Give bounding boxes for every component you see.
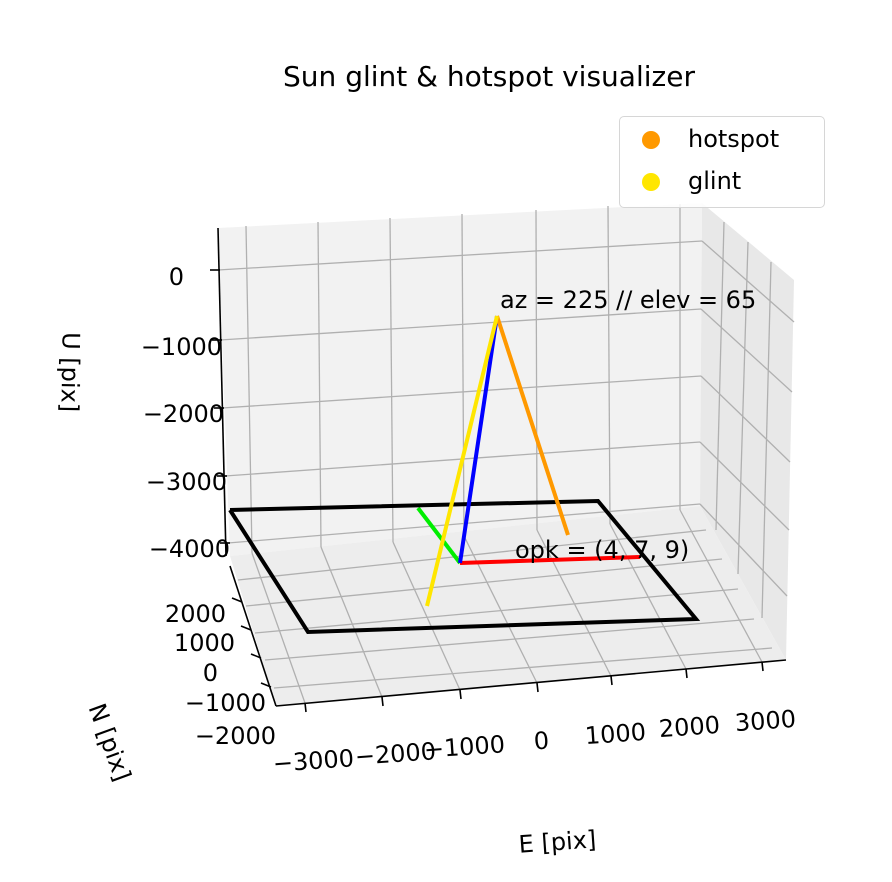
z-tick-label: −3000	[146, 468, 227, 496]
camera-x-axis	[459, 555, 641, 565]
floor-pane	[230, 506, 786, 706]
legend: hotspot glint	[619, 116, 825, 208]
y-tick-label: 1000	[174, 629, 235, 657]
hotspot-marker-icon	[642, 131, 660, 149]
y-tick-label: 2000	[165, 600, 226, 628]
z-tick-label: −2000	[143, 400, 224, 428]
x-tick-label: 3000	[734, 705, 797, 737]
z-tick-label: −1000	[141, 333, 222, 361]
grid-lines	[217, 204, 795, 704]
glint-ray	[425, 315, 499, 607]
right-pane	[700, 203, 794, 660]
x-tick-label: −2000	[354, 737, 437, 771]
legend-entry-glint	[642, 167, 660, 197]
y-axis-label: N [pix]	[83, 700, 137, 785]
y-tick-label: 0	[203, 659, 218, 687]
x-tick-label: −1000	[423, 730, 506, 764]
x-tick-label: 2000	[658, 711, 721, 743]
tick-marks	[210, 269, 764, 713]
x-axis-line	[275, 659, 787, 707]
camera-z-axis	[458, 315, 499, 564]
z-axis-label: U [pix]	[55, 332, 84, 413]
hotspot-ray	[495, 315, 570, 536]
x-tick-label: 1000	[584, 718, 647, 750]
view-angle-annotation: az = 225 // elev = 65	[500, 286, 756, 314]
x-axis-label: E [pix]	[518, 825, 597, 858]
axes-panes	[218, 203, 794, 706]
y-axis-line	[229, 565, 277, 707]
chart-title: Sun glint & hotspot visualizer	[283, 60, 695, 93]
opk-annotation: opk = (4, 7, 9)	[515, 536, 689, 564]
z-axis-line	[217, 227, 227, 557]
z-tick-label: −4000	[149, 535, 230, 563]
data-marks	[228, 315, 701, 635]
glint-marker-icon	[642, 173, 660, 191]
z-tick-label: 0	[169, 263, 184, 291]
y-tick-label: −1000	[185, 689, 266, 717]
x-tick-label: 0	[533, 727, 550, 756]
legend-label-glint: glint	[688, 167, 742, 195]
camera-y-axis	[416, 506, 462, 565]
image-footprint	[228, 498, 701, 635]
axis-lines	[217, 227, 787, 707]
y-tick-label: −2000	[195, 722, 276, 750]
legend-label-hotspot: hotspot	[688, 125, 780, 153]
legend-entry-hotspot	[642, 125, 660, 155]
x-tick-label: −3000	[272, 744, 355, 778]
